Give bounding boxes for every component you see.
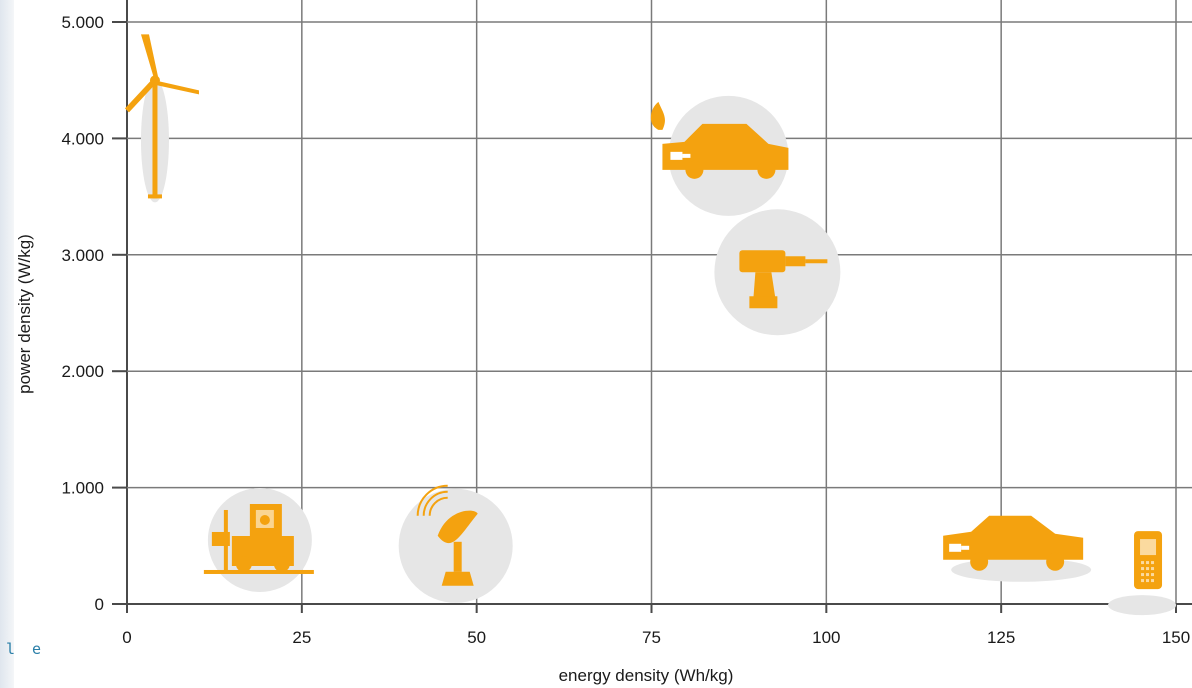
electric-car-icon (943, 515, 1092, 582)
grid-layer (112, 0, 1192, 613)
y-axis-label: power density (W/kg) (15, 234, 34, 394)
left-margin-strip (0, 0, 14, 688)
y-tick-label: 1.000 (61, 479, 104, 498)
y-tick-label: 4.000 (61, 129, 104, 148)
wind-turbine-icon (124, 34, 199, 203)
y-tick-label: 2.000 (61, 362, 104, 381)
x-axis-label: energy density (Wh/kg) (559, 666, 734, 685)
x-tick-label: 50 (467, 628, 486, 647)
power-drill-icon (714, 209, 841, 336)
forklift-icon (203, 487, 314, 592)
y-tick-label: 0 (95, 595, 104, 614)
y-tick-label: 5.000 (61, 13, 104, 32)
mobile-phone-icon (1108, 531, 1177, 616)
electric-car-hybrid-icon (650, 95, 789, 216)
x-tick-label: 125 (987, 628, 1015, 647)
x-tick-label: 25 (292, 628, 311, 647)
ticks-layer: 0 25 50 75 100 125 150 0 1.000 2.000 3.000 4.000 5.0… (61, 13, 1190, 647)
x-tick-label: 75 (642, 628, 661, 647)
marks-layer (124, 34, 1177, 616)
y-tick-label: 3.000 (61, 246, 104, 265)
satellite-dish-icon (398, 484, 513, 603)
x-tick-label: 0 (122, 628, 131, 647)
x-tick-label: 100 (812, 628, 840, 647)
x-tick-label: 150 (1162, 628, 1190, 647)
side-text-fragment: l e (6, 640, 46, 658)
